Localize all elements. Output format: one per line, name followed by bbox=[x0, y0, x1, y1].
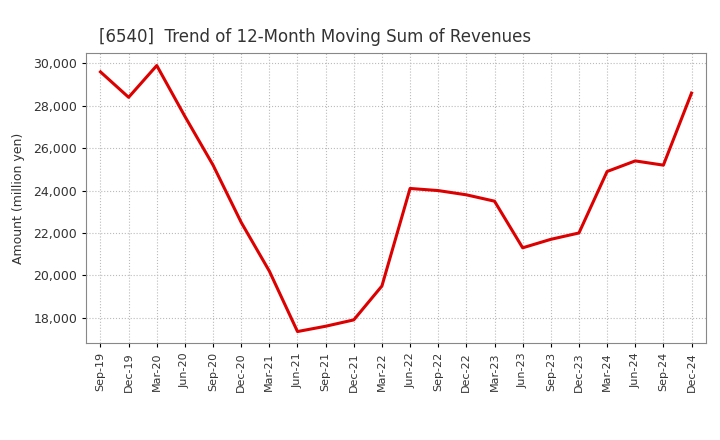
Y-axis label: Amount (million yen): Amount (million yen) bbox=[12, 132, 25, 264]
Text: [6540]  Trend of 12-Month Moving Sum of Revenues: [6540] Trend of 12-Month Moving Sum of R… bbox=[99, 28, 531, 46]
